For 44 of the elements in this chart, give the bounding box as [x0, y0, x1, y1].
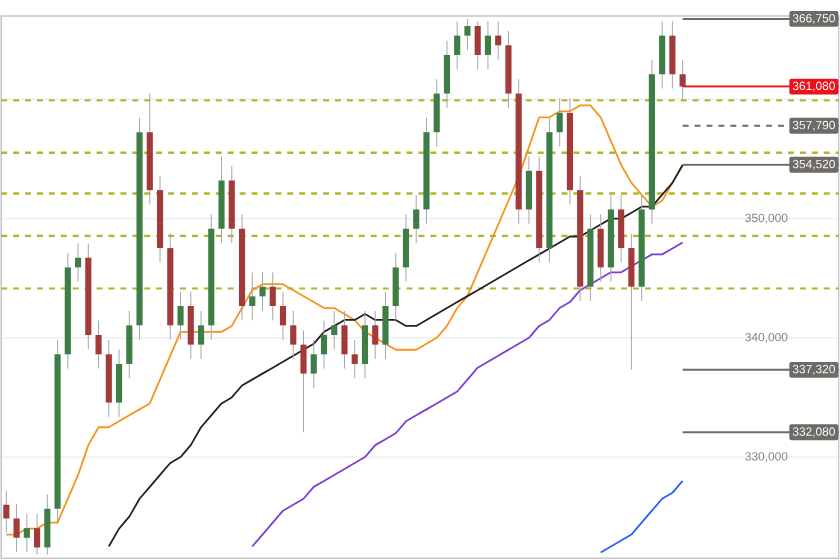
candlestick — [659, 21, 666, 90]
candlestick — [74, 243, 82, 283]
candlestick — [433, 79, 440, 148]
candlestick — [115, 349, 123, 418]
candlestick — [679, 59, 686, 102]
candlestick — [443, 40, 451, 109]
candlestick — [290, 310, 297, 360]
candlestick — [454, 21, 461, 71]
candlestick — [669, 21, 676, 90]
candlestick — [44, 494, 51, 556]
candlestick — [279, 291, 287, 341]
candlestick — [628, 233, 635, 371]
candlestick — [525, 156, 532, 225]
candlestick — [351, 339, 358, 380]
candlestick — [331, 310, 338, 351]
candlestick — [618, 195, 625, 264]
candlestick — [34, 513, 41, 556]
candlestick — [320, 320, 328, 370]
candlestick — [474, 21, 481, 71]
candlestick — [300, 330, 307, 434]
candlestick — [484, 21, 492, 71]
candlestick — [361, 310, 369, 380]
candlestick — [177, 291, 184, 341]
candlestick — [464, 18, 471, 51]
candlestick — [413, 195, 420, 244]
candlestick — [372, 310, 379, 360]
candlestick — [392, 252, 399, 322]
candlestick — [259, 272, 266, 312]
candlestick — [187, 291, 194, 360]
candlestick — [382, 291, 389, 360]
candlestick — [249, 272, 256, 322]
candlestick — [3, 490, 10, 534]
candlestick — [556, 98, 563, 148]
candlestick — [13, 504, 20, 553]
candlestick — [95, 320, 102, 370]
candlestick — [269, 272, 276, 322]
candlestick — [597, 214, 604, 283]
candlestick — [126, 310, 133, 380]
candlestick — [495, 21, 502, 61]
candlestick — [341, 310, 348, 370]
candlestick — [402, 214, 410, 283]
candlestick — [310, 339, 317, 389]
candlestick — [197, 310, 205, 360]
candlestick — [23, 513, 30, 553]
